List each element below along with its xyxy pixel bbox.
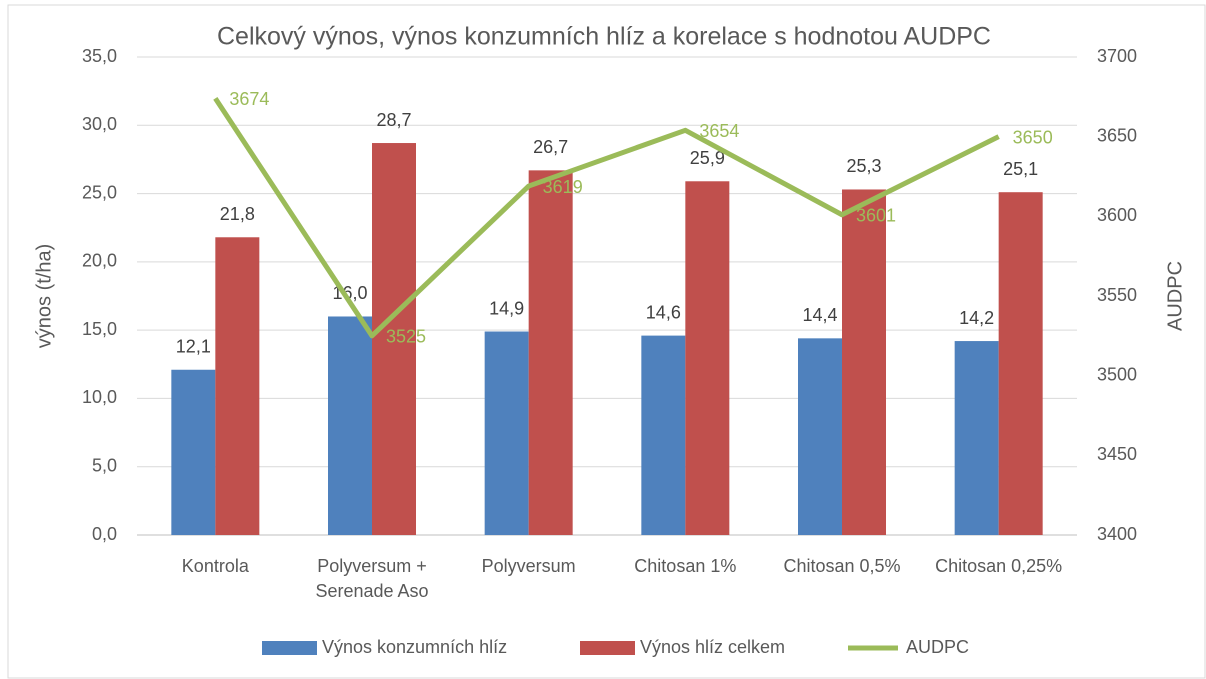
bar [641,335,686,535]
legend-label: AUDPC [906,637,969,657]
y-tick-label: 10,0 [82,387,117,407]
y2-tick-label: 3650 [1097,125,1137,145]
bar [528,170,573,535]
bar [798,338,842,535]
data-label: 25,1 [1003,159,1038,179]
y-axis-title: výnos (t/ha) [33,244,55,348]
y-tick-label: 30,0 [82,114,117,134]
bar [954,341,999,535]
data-label: 12,1 [176,336,211,356]
y2-tick-label: 3550 [1097,285,1137,305]
bar [328,316,372,535]
bar [372,143,416,536]
bar [842,189,886,535]
y-tick-label: 20,0 [82,251,117,271]
y-tick-label: 15,0 [82,319,117,339]
chart-title: Celkový výnos, výnos konzumních hlíz a k… [217,23,991,51]
legend-swatch [262,641,317,655]
x-tick-label-line: Polyversum + [317,556,427,576]
data-label: 3674 [229,89,269,109]
y2-tick-label: 3700 [1097,46,1137,66]
x-tick-label: Polyversum + Serenade Aso [315,556,428,601]
y2-tick-label: 3400 [1097,524,1137,544]
data-label: 14,2 [959,308,994,328]
y2-tick-label: 3600 [1097,205,1137,225]
data-label: 25,3 [846,156,881,176]
bar [484,331,529,535]
data-label: 28,7 [376,110,411,130]
y2-tick-label: 3450 [1097,444,1137,464]
x-tick-label: Chitosan 0,25% [935,556,1062,576]
legend-label: Výnos hlíz celkem [640,637,785,657]
y-tick-label: 0,0 [92,524,117,544]
legend-label: Výnos konzumních hlíz [322,637,507,657]
bar [171,369,216,535]
y-tick-label: 25,0 [82,182,117,202]
y2-tick-label: 3500 [1097,364,1137,384]
data-label: 14,9 [489,298,524,318]
data-label: 3654 [699,121,739,141]
data-label: 14,4 [802,305,837,325]
data-label: 26,7 [533,137,568,157]
data-label: 3525 [386,327,426,347]
x-tick-label: Chitosan 1% [634,556,736,576]
line [213,97,1000,339]
data-label: 3601 [856,205,896,225]
x-tick-label: Kontrola [182,556,250,576]
bar [998,192,1043,535]
bar [215,237,260,535]
data-label: 25,9 [690,148,725,168]
x-tick-label-line: Serenade Aso [315,581,428,601]
data-label: 3619 [543,177,583,197]
bar [685,181,730,535]
data-label: 14,6 [646,302,681,322]
x-tick-label: Chitosan 0,5% [783,556,900,576]
data-label: 3650 [1013,127,1053,147]
y-tick-label: 5,0 [92,455,117,475]
data-label: 21,8 [220,204,255,224]
legend-swatch [580,641,635,655]
y2-axis-title: AUDPC [1164,261,1186,331]
x-tick-label: Polyversum [482,556,576,576]
y-tick-label: 35,0 [82,46,117,66]
